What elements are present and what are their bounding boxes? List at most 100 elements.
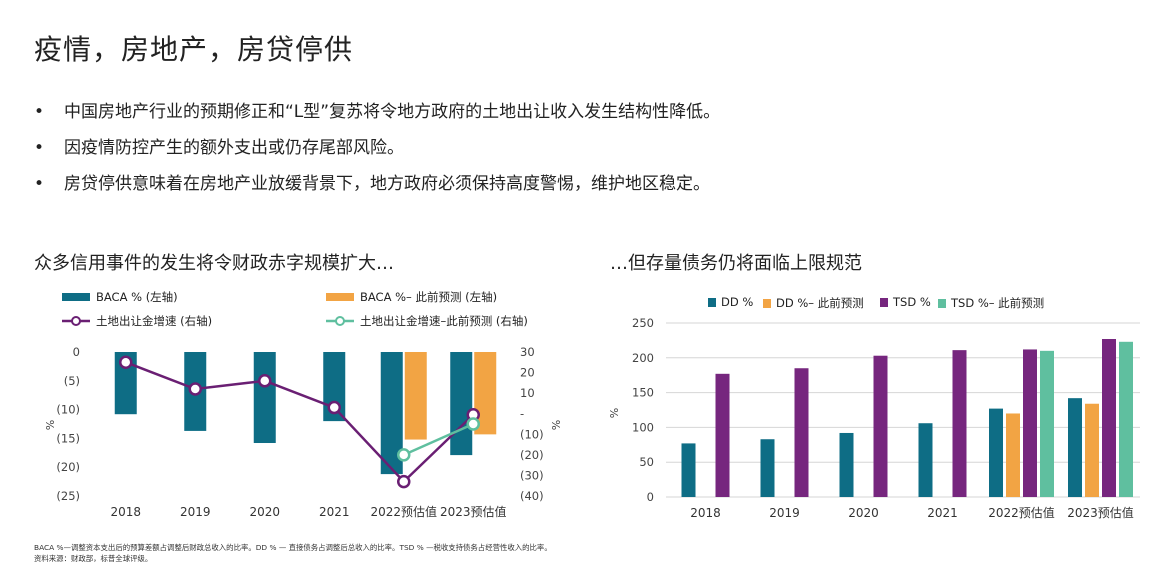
footnote: BACA %—调整资本支出后的预算差额占调整后财政总收入的比率。DD % — 直… xyxy=(34,542,552,564)
bar-tsd-prior xyxy=(1119,341,1133,497)
left-chart-subtitle: 众多信用事件的发生将令财政赤字规模扩大… xyxy=(34,253,394,274)
right-chart-subtitle: …但存量债务仍将面临上限规范 xyxy=(610,253,862,274)
bar-baca-prior xyxy=(404,352,427,440)
bar-tsd xyxy=(794,368,809,497)
bar-dd xyxy=(760,439,775,497)
bullet-item: • 房贷停供意味着在房地产业放缓背景下，地方政府必须保持高度警惕，维护地区稳定。 xyxy=(34,166,720,202)
point-land-growth xyxy=(188,382,202,396)
legend-baca: BACA % (左轴) xyxy=(62,289,178,305)
bar-tsd xyxy=(873,355,888,497)
point-land-growth xyxy=(119,355,133,370)
legend-label: DD %– 此前预测 xyxy=(776,296,864,310)
bar-tsd-prior xyxy=(1040,350,1054,497)
footnote-definitions: BACA %—调整资本支出后的预算差额占调整后财政总收入的比率。DD % — 直… xyxy=(34,543,552,552)
bar-dd-prior xyxy=(1085,403,1099,497)
line-land-growth-prior xyxy=(403,422,474,456)
right-y-tick-label: 20 xyxy=(520,366,535,380)
footnote-source: 资料来源：财政部，标普全球评级。 xyxy=(34,554,153,563)
left-y-tick-label: (10) xyxy=(56,403,80,417)
legend-line-swatch xyxy=(326,316,354,326)
left-y-tick-label: (20) xyxy=(56,460,80,474)
bar-tsd xyxy=(1102,339,1116,497)
x-tick-label: 2020 xyxy=(848,506,879,520)
x-tick-label: 2023预估值 xyxy=(440,504,507,519)
y-tick-label: 200 xyxy=(632,351,654,365)
line-land-growth xyxy=(125,361,475,484)
bar-dd xyxy=(839,432,854,497)
bullet-dot: • xyxy=(34,102,45,122)
legend-label: 土地出让金增速–此前预测 (右轴) xyxy=(360,314,528,328)
x-tick-label: 2022预估值 xyxy=(370,504,437,519)
right-y-tick-label: (30) xyxy=(520,468,544,482)
bullet-list: • 中国房地产行业的预期修正和“L型”复苏将令地方政府的土地出让收入发生结构性降低… xyxy=(34,94,720,202)
bar-dd xyxy=(681,443,696,497)
x-tick-label: 2019 xyxy=(769,506,800,520)
x-tick-label: 2019 xyxy=(180,505,211,519)
bar-dd xyxy=(1068,398,1082,497)
bar-baca xyxy=(380,352,403,475)
x-tick-label: 2018 xyxy=(110,505,141,519)
bar-dd-prior xyxy=(1006,413,1020,497)
x-tick-label: 2018 xyxy=(690,506,721,520)
bullet-text: 房贷停供意味着在房地产业放缓背景下，地方政府必须保持高度警惕，维护地区稳定。 xyxy=(64,174,710,194)
bar-dd xyxy=(918,423,933,497)
bar-baca xyxy=(114,352,137,415)
point-land-growth xyxy=(258,374,272,388)
bullet-item: • 因疫情防控产生的额外支出或仍存尾部风险。 xyxy=(34,130,720,166)
bar-baca xyxy=(253,352,276,444)
x-tick-label: 2022预估值 xyxy=(988,505,1055,520)
legend-line-swatch xyxy=(62,316,90,326)
x-tick-label: 2020 xyxy=(249,505,280,519)
right-y-tick-label: - xyxy=(520,407,524,421)
point-land-growth-prior xyxy=(466,417,480,431)
y-tick-label: 50 xyxy=(639,455,654,469)
bar-tsd xyxy=(952,350,967,497)
y-tick-label: 250 xyxy=(632,316,654,330)
right-y-tick-label: 10 xyxy=(520,386,535,400)
right-y-tick-label: 30 xyxy=(520,345,535,359)
legend-swatch xyxy=(62,293,90,301)
x-tick-label: 2021 xyxy=(319,505,350,519)
bullet-text: 中国房地产行业的预期修正和“L型”复苏将令地方政府的土地出让收入发生结构性降低。 xyxy=(64,102,721,122)
legend-label: TSD % xyxy=(893,295,931,309)
left-y-tick-label: (5) xyxy=(64,374,80,388)
right-y-tick-label: (40) xyxy=(520,489,544,503)
legend-label: BACA %– 此前预测 (左轴) xyxy=(360,290,498,304)
bar-baca xyxy=(450,352,473,456)
y-axis-label: % xyxy=(608,408,621,418)
left-y-tick-label: (25) xyxy=(56,489,80,503)
legend-tsd-prior: TSD %– 此前预测 xyxy=(938,295,1044,311)
legend-swatch xyxy=(880,297,888,307)
point-land-growth xyxy=(466,407,480,422)
legend-label: BACA % (左轴) xyxy=(96,290,178,304)
legend-label: DD % xyxy=(721,295,754,309)
legend-dd: DD % xyxy=(708,295,753,309)
y-tick-label: 100 xyxy=(632,420,654,434)
legend-swatch xyxy=(708,297,716,307)
legend-label: 土地出让金增速 (右轴) xyxy=(96,314,213,328)
legend-tsd: TSD % xyxy=(880,295,931,309)
bar-tsd xyxy=(1023,349,1037,497)
legend-dd-prior: DD %– 此前预测 xyxy=(763,295,864,311)
legend-land-growth-prior: 土地出让金增速–此前预测 (右轴) xyxy=(326,313,528,329)
legend-swatch xyxy=(938,298,946,308)
legend-swatch xyxy=(763,298,771,308)
x-tick-label: 2023预估值 xyxy=(1067,505,1134,520)
bullet-dot: • xyxy=(34,138,45,158)
bullet-dot: • xyxy=(34,174,45,194)
right-y-tick-label: (20) xyxy=(520,448,544,462)
point-land-growth xyxy=(397,474,411,489)
bar-baca xyxy=(184,352,207,431)
page-title: 疫情，房地产，房贷停供 xyxy=(34,33,354,66)
bar-dd xyxy=(989,408,1003,497)
bar-baca-prior xyxy=(474,352,497,435)
bar-baca xyxy=(323,352,346,422)
legend-swatch xyxy=(326,293,354,301)
x-tick-label: 2021 xyxy=(927,506,958,520)
bullet-item: • 中国房地产行业的预期修正和“L型”复苏将令地方政府的土地出让收入发生结构性降低… xyxy=(34,94,720,130)
bullet-text: 因疫情防控产生的额外支出或仍存尾部风险。 xyxy=(64,138,404,158)
legend-land-growth: 土地出让金增速 (右轴) xyxy=(62,313,212,329)
left-y-tick-label: 0 xyxy=(73,345,80,359)
point-land-growth xyxy=(327,400,341,415)
left-y-tick-label: (15) xyxy=(56,431,80,445)
